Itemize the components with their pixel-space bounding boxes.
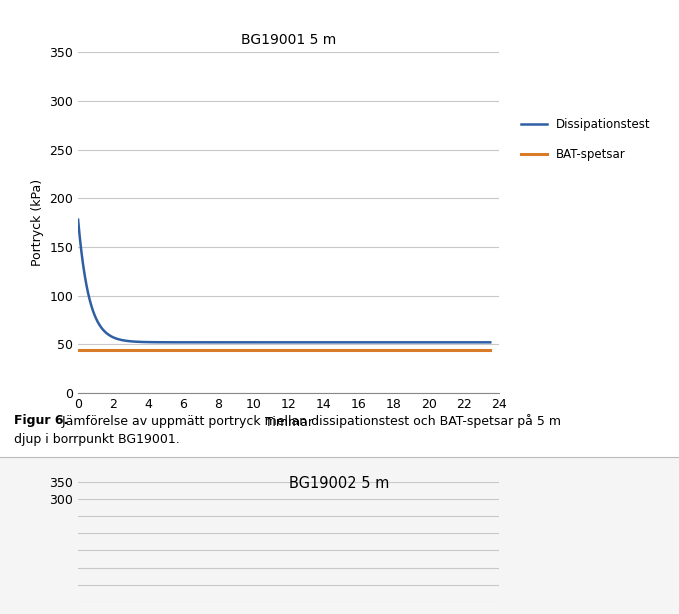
Text: BG19002 5 m: BG19002 5 m [289, 476, 390, 491]
Y-axis label: Portryck (kPa): Portryck (kPa) [31, 179, 43, 266]
Text: Figur 6.: Figur 6. [14, 414, 68, 427]
Text: Jämförelse av uppmätt portryck mellan dissipationstest och BAT-spetsar på 5 m: Jämförelse av uppmätt portryck mellan di… [58, 414, 561, 429]
Title: BG19001 5 m: BG19001 5 m [241, 33, 336, 47]
Dissipationstest [395, 339, 403, 346]
X-axis label: Timmar: Timmar [265, 416, 312, 429]
Text: djup i borrpunkt BG19001.: djup i borrpunkt BG19001. [14, 433, 179, 446]
Dissipationstest [116, 336, 124, 343]
Dissipationstest [241, 339, 249, 346]
Dissipationstest [403, 339, 411, 346]
Dissipationstest [486, 339, 494, 346]
Dissipationstest [480, 339, 488, 346]
Dissipationstest [255, 339, 263, 346]
Legend: Dissipationstest, BAT-spetsar: Dissipationstest, BAT-spetsar [516, 114, 655, 166]
Line: Dissipationstest: Dissipationstest [78, 220, 490, 343]
Dissipationstest [74, 216, 82, 223]
Dissipationstest [357, 339, 365, 346]
